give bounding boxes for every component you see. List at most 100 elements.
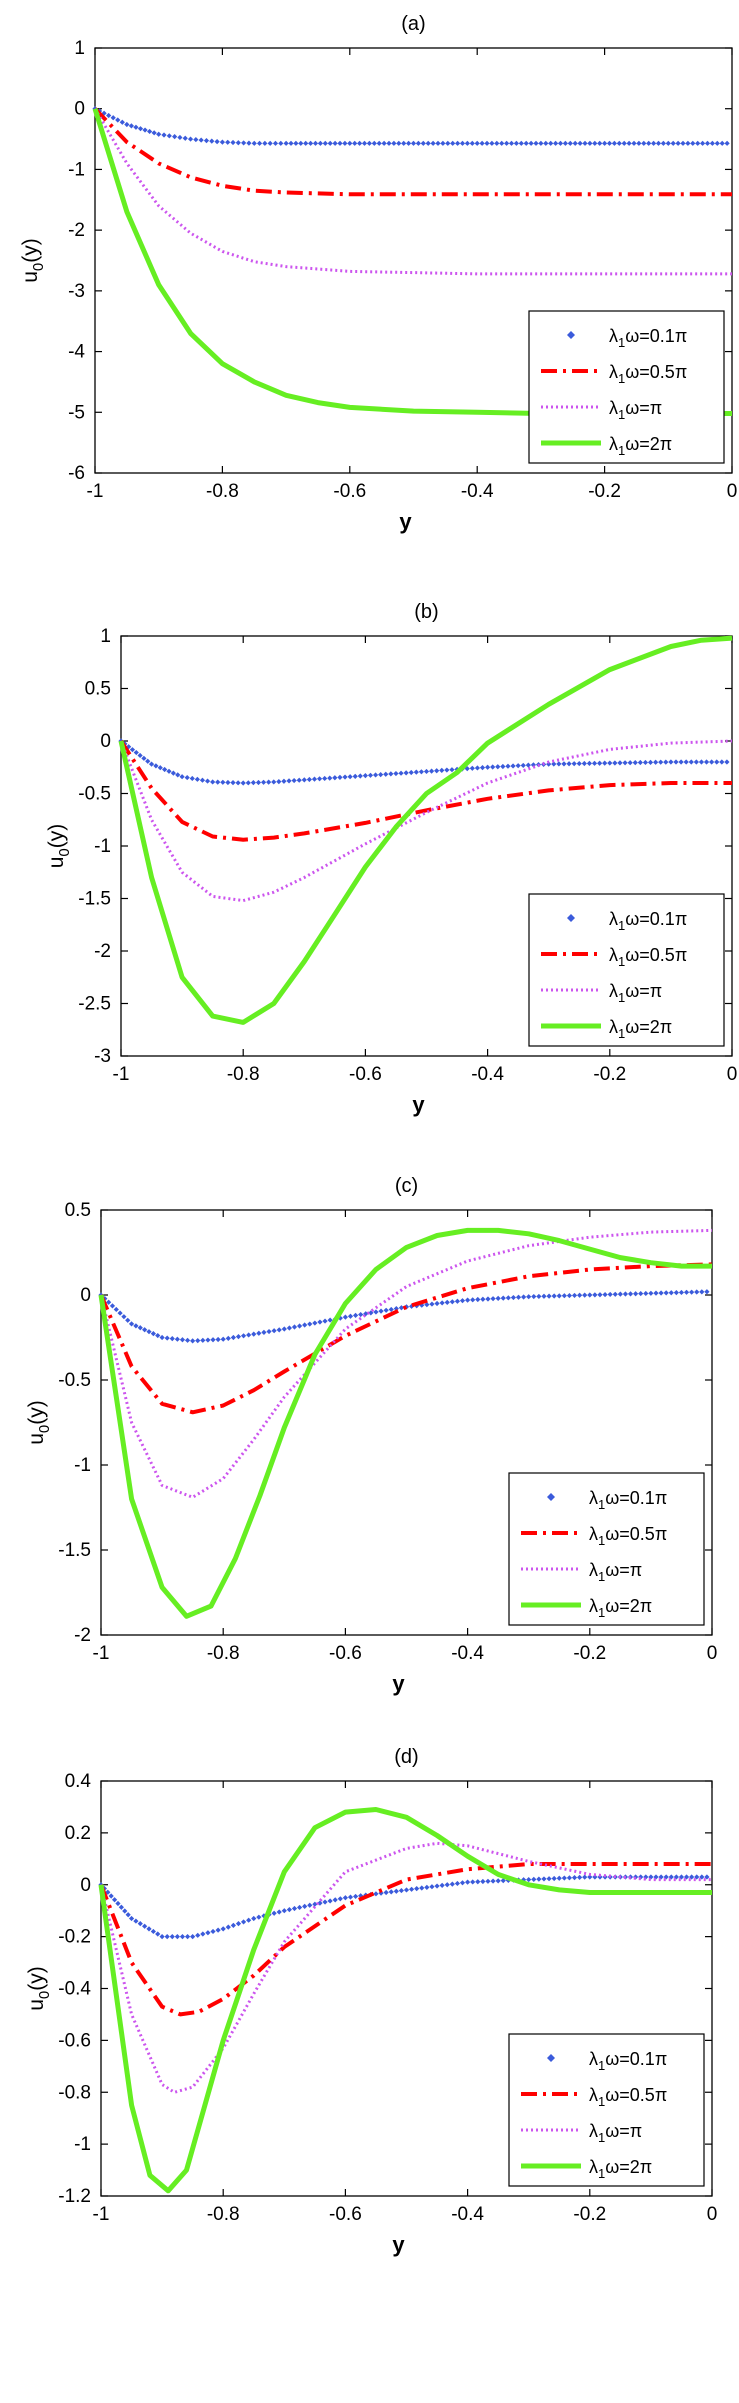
series-0-point — [225, 139, 231, 145]
series-0-point — [533, 140, 539, 146]
series-0-point — [653, 1874, 659, 1880]
series-0-point — [454, 1298, 461, 1304]
series-0-point — [464, 140, 470, 146]
x-tick-label: -0.6 — [329, 1643, 362, 1664]
series-0-point — [668, 759, 674, 765]
x-tick-label: -0.6 — [349, 1064, 382, 1085]
series-0-point — [424, 1884, 430, 1890]
series-0-point — [704, 140, 711, 146]
series-0-point — [489, 140, 495, 146]
chart-panel-2: (c) -1 -0.8 -0.6 -0.4 -0.2 0 0.5 0 -0.5 -1 -1.5 -2 y u… — [25, 1175, 717, 1696]
series-0-point — [651, 140, 657, 146]
series-0-point — [177, 134, 183, 141]
series-0-point — [562, 140, 568, 146]
series-0-point — [307, 1902, 313, 1908]
series-0-point — [680, 140, 686, 146]
series-0-point — [690, 140, 696, 146]
series-0-point — [557, 140, 564, 146]
series-0-point — [398, 1305, 405, 1311]
series-0-point — [291, 1905, 298, 1912]
y-tick-label: 0 — [100, 731, 111, 752]
series-0-point — [678, 759, 684, 765]
y-tick-label: -1 — [74, 2134, 91, 2155]
series-0-point — [261, 1329, 267, 1335]
chart-title: (c) — [395, 1175, 418, 1197]
series-0-point — [678, 1289, 685, 1296]
series-0-point — [714, 759, 720, 765]
series-0-point — [449, 767, 455, 773]
series-0-point — [189, 775, 195, 782]
series-0-point — [450, 140, 456, 146]
series-0-point — [459, 140, 466, 146]
series-0-point — [109, 1303, 116, 1309]
series-0-point — [525, 762, 531, 768]
y-tick-label: -5 — [68, 402, 85, 423]
legend-label-1: λ1ω=0.5π — [609, 362, 687, 386]
legend-label-0: λ1ω=0.1π — [589, 1488, 667, 1512]
series-0-point — [673, 759, 679, 765]
series-0-point — [261, 1913, 267, 1919]
series-0-point — [235, 1921, 242, 1927]
series-0-point — [475, 1296, 481, 1303]
series-0-point — [166, 768, 172, 774]
series-0-point — [352, 1312, 359, 1318]
series-0-point — [515, 1294, 522, 1300]
series-0-point — [293, 140, 299, 146]
series-0-point — [505, 763, 511, 769]
series-0-point — [556, 761, 562, 767]
series-0-point — [665, 140, 671, 146]
series-0-point — [704, 1874, 710, 1880]
series-0-point — [429, 1884, 435, 1890]
series-0-point — [587, 1292, 593, 1298]
series-0-point — [245, 780, 251, 786]
chart-panel-3: (d) -1 -0.8 -0.6 -0.4 -0.2 0 0.4 0.2 0 -0.2 -0.4 -0.… — [25, 1746, 717, 2257]
series-0-point — [271, 1328, 277, 1334]
series-0-point — [393, 1888, 399, 1894]
legend-label-3: λ1ω=2π — [589, 2157, 652, 2181]
series-0-point — [571, 1292, 578, 1299]
series-0-point — [508, 140, 515, 146]
series-0-point — [291, 1324, 298, 1330]
series-0-point — [597, 140, 603, 146]
series-0-point — [643, 1874, 649, 1880]
series-0-point — [235, 780, 241, 786]
series-0-point — [556, 1875, 562, 1881]
series-0-point — [124, 121, 130, 128]
series-1-line — [93, 107, 732, 197]
series-0-point — [428, 768, 435, 774]
series-0-point — [415, 140, 421, 146]
series-0-point — [617, 760, 623, 766]
series-3-line — [118, 635, 733, 1025]
series-0-point — [378, 1308, 384, 1314]
series-0-point — [414, 1886, 420, 1892]
series-0-point — [571, 761, 577, 767]
legend-label-3: λ1ω=2π — [609, 1017, 672, 1041]
y-tick-label: -1 — [74, 1455, 91, 1476]
series-0-point — [406, 140, 412, 146]
series-0-point — [475, 1879, 481, 1885]
series-0-point — [162, 766, 168, 773]
series-0-point — [137, 1325, 143, 1331]
y-tick-label: -3 — [94, 1046, 111, 1067]
series-0-point — [403, 1887, 410, 1893]
legend-box — [508, 2033, 705, 2187]
y-tick-label: 0.5 — [65, 1200, 91, 1221]
series-0-point — [170, 770, 176, 776]
series-0-point — [572, 140, 578, 146]
series-0-point — [106, 112, 112, 119]
series-0-point — [371, 140, 377, 146]
series-0-point — [678, 1874, 685, 1880]
legend: λ1ω=0.1π λ1ω=0.5π λ1ω=π λ1ω=2π — [508, 1472, 705, 1626]
y-tick-label: -2 — [68, 220, 85, 241]
series-0-point — [510, 763, 516, 769]
series-0-point — [485, 764, 491, 770]
series-0-point — [465, 1879, 471, 1885]
y-axis-label: u0(y) — [45, 824, 73, 869]
y-tick-label: -1.5 — [78, 889, 111, 910]
y-tick-label: 0.5 — [85, 679, 111, 700]
series-0-point — [597, 760, 603, 766]
series-0-point — [622, 1291, 629, 1297]
series-0-point — [494, 140, 500, 146]
series-0-point — [577, 1292, 583, 1298]
series-0-point — [199, 777, 206, 783]
